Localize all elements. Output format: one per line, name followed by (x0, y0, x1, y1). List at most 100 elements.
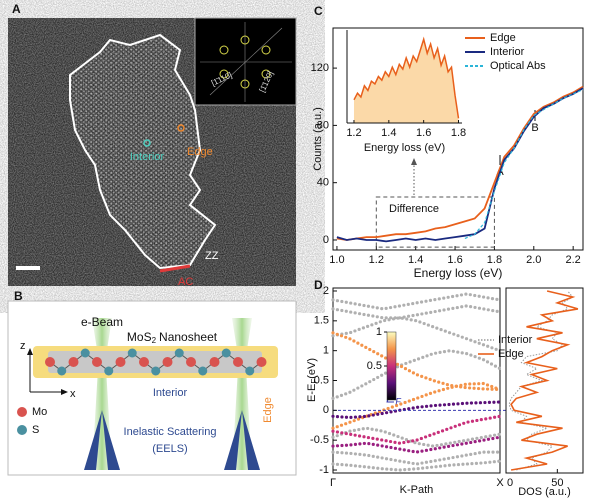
edge-marker (177, 124, 185, 132)
band (331, 316, 502, 353)
scale-bar (16, 266, 40, 270)
y-axis-title: Counts (a.u.) (312, 107, 324, 171)
band (331, 331, 502, 392)
s-legend-marker (17, 425, 27, 435)
zz-label: ZZ (205, 250, 219, 262)
band (331, 459, 502, 472)
x-tick-label: Γ (330, 477, 336, 489)
fft-lines (200, 22, 292, 102)
mo-atom (139, 357, 149, 367)
legend-label: S (32, 424, 39, 436)
x-tick-label: 2.0 (526, 254, 541, 266)
mo-atom (209, 357, 220, 367)
y-tick-label: -1 (319, 464, 329, 476)
x-tick-label: 1.6 (447, 254, 462, 266)
y-tick-label: 1.5 (314, 315, 329, 327)
colorbar-tick-label: 0.5 (367, 360, 382, 372)
y-tick-label: 1 (323, 345, 329, 357)
interior-label: Interior (153, 387, 188, 399)
band (331, 349, 502, 400)
x-tick-label: X (496, 477, 504, 489)
fermi-sub: F (395, 397, 401, 407)
sheet-label: MoS2 Nanosheet (127, 330, 218, 345)
plot-frame (332, 27, 584, 251)
band (331, 400, 502, 420)
mo-atom (92, 357, 102, 367)
band (331, 450, 502, 466)
y-title-sub: F (310, 379, 319, 384)
band (331, 426, 502, 448)
legend-label: Optical Abs (490, 60, 546, 72)
sheet-text: Nanosheet (159, 330, 218, 344)
y-tick-label: 0 (323, 404, 329, 416)
series-line (464, 89, 584, 240)
edge-label: Edge (262, 397, 274, 423)
y-tick-label: 2 (323, 285, 329, 297)
x-axis-title: Energy loss (eV) (364, 142, 445, 154)
s-atom (57, 366, 67, 376)
band (331, 435, 502, 454)
panel-b: B e-Beam MoS2 Nanosheet z x Mo S Interior… (7, 289, 297, 476)
y-tick-label: 120 (311, 62, 329, 74)
panel-label: C (314, 4, 323, 18)
y-tick-label: -0.5 (310, 434, 329, 446)
annotation: B (531, 122, 538, 134)
legend-label: Edge (490, 32, 516, 44)
y-axis-title: E-EF(eV) (306, 358, 319, 402)
band (331, 414, 502, 445)
interior-region (48, 351, 262, 373)
mo-atom (45, 357, 55, 367)
panel-a: A Edge Interior ZZ AC [1̄110] [1̄120] (8, 2, 297, 288)
y-title-text: E-E (306, 384, 318, 402)
legend-label: Interior (490, 46, 525, 58)
dos-line (510, 290, 579, 471)
sheet-sub: 2 (152, 336, 157, 345)
panel-label: A (12, 2, 21, 16)
arrowhead (411, 158, 417, 165)
flake-outline (69, 33, 217, 270)
x-tick-label: 2.2 (566, 254, 581, 266)
colorbar-tick-label: 1 (376, 326, 382, 338)
band (331, 304, 502, 320)
band (331, 292, 502, 311)
beam-label: e-Beam (81, 315, 123, 329)
legend-label: Interior (498, 334, 533, 346)
mo-atom (256, 357, 267, 367)
band (331, 381, 502, 430)
z-label: z (20, 340, 26, 352)
y-tick-label: 80 (317, 119, 329, 131)
scatter-cone (224, 410, 242, 470)
y-tick-label: 40 (317, 177, 329, 189)
mo-atom (162, 357, 173, 367)
x-tick-label: 1.0 (329, 254, 344, 266)
s-atom (104, 366, 114, 376)
colorbar (386, 331, 397, 401)
dos-line (508, 290, 574, 471)
difference-box (375, 196, 495, 248)
x-tick-label: 1.4 (381, 127, 396, 139)
scatter-cone (84, 410, 102, 470)
edge-label: Edge (187, 146, 213, 158)
y-title-text: (eV) (306, 358, 318, 379)
fft-spots (219, 35, 271, 89)
x-tick-label: 1.8 (451, 127, 466, 139)
arrowhead (61, 389, 68, 395)
ac-edge (159, 264, 191, 273)
scatter-cone (102, 410, 120, 470)
series-line (336, 85, 584, 241)
s-atom (245, 366, 255, 376)
x-tick-label: 1.8 (487, 254, 502, 266)
mo-atom (186, 357, 196, 367)
panel-label: D (314, 278, 323, 292)
x-tick-label: 50 (551, 477, 563, 489)
sheet-text: MoS (127, 330, 152, 344)
s-atom (198, 366, 208, 376)
x-tick-label: 0 (507, 477, 513, 489)
interior-label: Interior (130, 151, 165, 163)
series-line (336, 87, 584, 243)
scattering-label: Inelastic Scattering (124, 426, 217, 438)
mo-atom (233, 357, 243, 367)
x-tick-label: 1.2 (369, 254, 384, 266)
x-axis-title: K-Path (400, 484, 434, 496)
